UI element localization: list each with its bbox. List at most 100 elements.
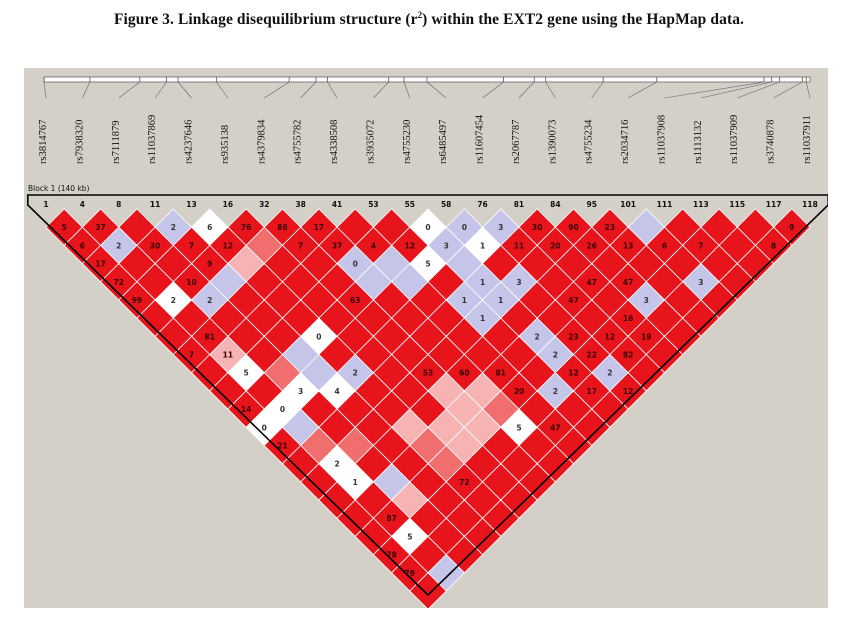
snp-label: rs11607454 — [475, 114, 486, 164]
ld-cell-value: 1 — [498, 296, 503, 305]
ruler-connector — [43, 81, 47, 99]
ld-cell-value: 19 — [641, 332, 651, 341]
ld-cell-value: 47 — [623, 278, 633, 287]
ld-cell-value: 7 — [189, 351, 194, 360]
ruler-connector — [737, 81, 780, 99]
ld-cell-value: 10 — [186, 278, 196, 287]
ruler-connector — [805, 81, 811, 99]
ruler-connector — [373, 81, 389, 99]
ld-cell-value: 5 — [516, 423, 521, 432]
ld-cell-value: 1 — [353, 478, 358, 487]
ld-cell-value: 14 — [241, 405, 251, 414]
snp-label: rs3814767 — [38, 120, 49, 164]
snp-label: rs2034716 — [620, 120, 631, 164]
ruler-connector — [118, 81, 140, 99]
ruler-connector — [300, 81, 317, 99]
ld-cell-value: 82 — [623, 351, 633, 360]
ld-cell-value: 7 — [298, 241, 303, 250]
position-label: 76 — [477, 200, 487, 209]
ld-cell-value: 3 — [516, 278, 521, 287]
snp-label: rs4755234 — [584, 119, 595, 164]
position-label: 4 — [80, 200, 85, 209]
caption-suffix: ) within the EXT2 gene using the HapMap … — [422, 11, 745, 29]
ruler-connector — [773, 81, 803, 99]
ruler-connector — [82, 81, 91, 99]
ld-cell-value: 88 — [277, 223, 287, 232]
ld-cell-value: 12 — [605, 332, 615, 341]
ld-cell-value: 16 — [623, 314, 633, 323]
position-label: 58 — [441, 200, 451, 209]
ld-cell-value: 79 — [405, 569, 415, 578]
snp-label: rs2067787 — [511, 120, 522, 164]
ld-cell-grid: 5 37 2 6 76 88 17 0 0 3 30 90 23 96 2 30 7 12 7 37 4 12 3 1 11 20… — [45, 208, 811, 608]
ld-plot-panel: rs3814767 1 rs7938320 4 rs7111879 8 rs11037869… — [24, 68, 828, 608]
ld-heatmap: rs3814767 1 rs7938320 4 rs7111879 8 rs11037869… — [27, 76, 828, 608]
ld-cell-value: 76 — [241, 223, 251, 232]
snp-label: rs1390073 — [547, 120, 558, 164]
position-label: 11 — [150, 200, 160, 209]
ld-cell-value: 11 — [514, 241, 524, 250]
ld-cell-value: 87 — [386, 514, 396, 523]
ld-cell-value: 2 — [553, 387, 558, 396]
ld-cell-value: 7 — [189, 241, 194, 250]
ld-cell-value: 0 — [262, 423, 267, 432]
ld-cell-value: 3 — [698, 278, 703, 287]
ruler-connector — [177, 81, 192, 99]
position-label: 111 — [657, 200, 673, 209]
ld-cell-value: 17 — [95, 260, 105, 269]
position-label: 113 — [693, 200, 709, 209]
ld-cell-value: 30 — [532, 223, 542, 232]
position-label: 38 — [295, 200, 305, 209]
ruler-connector — [426, 81, 447, 99]
block-label: Block 1 (140 kb) — [28, 184, 90, 193]
ld-cell-value: 2 — [353, 369, 358, 378]
snp-label: rs7938320 — [74, 120, 85, 164]
snp-label: rs4379834 — [256, 119, 267, 164]
ruler-connector — [327, 81, 338, 99]
ld-cell-value: 4 — [334, 387, 339, 396]
ruler-connector — [154, 81, 167, 99]
snp-label: rs4755230 — [402, 120, 413, 164]
position-label: 8 — [116, 200, 121, 209]
position-label: 95 — [586, 200, 596, 209]
position-label: 1 — [43, 200, 48, 209]
ld-cell-value: 2 — [171, 223, 176, 232]
ruler-connector — [545, 81, 556, 99]
ld-cell-value: 0 — [280, 405, 285, 414]
position-label: 53 — [368, 200, 378, 209]
ld-cell-value: 5 — [407, 532, 412, 541]
ld-cell-value: 2 — [116, 241, 121, 250]
ld-cell-value: 6 — [662, 241, 667, 250]
ld-cell-value: 12 — [623, 387, 633, 396]
ruler-connector — [664, 81, 765, 99]
position-label: 117 — [766, 200, 782, 209]
ruler-connector — [482, 81, 504, 99]
ld-cell-value: 90 — [568, 223, 578, 232]
ld-cell-value: 1 — [462, 296, 467, 305]
ruler-connector — [216, 81, 229, 99]
figure-caption: Figure 3. Linkage disequilibrium structu… — [0, 10, 858, 29]
snp-label: rs3740878 — [766, 120, 777, 164]
ld-cell-value: 3 — [498, 223, 503, 232]
ld-cell-value: 13 — [623, 241, 633, 250]
ld-cell-value: 37 — [95, 223, 105, 232]
ruler-connector — [591, 81, 604, 99]
ld-cell-value: 22 — [586, 351, 596, 360]
snp-label: rs4237646 — [184, 120, 195, 164]
ld-cell-value: 37 — [332, 241, 342, 250]
ld-cell — [409, 572, 447, 608]
position-label: 115 — [729, 200, 745, 209]
ruler-connector — [264, 81, 290, 99]
ld-cell-value: 0 — [316, 332, 321, 341]
snp-label: rs11037869 — [147, 115, 158, 164]
snp-label: rs3935072 — [365, 120, 376, 164]
ld-cell-value: 63 — [350, 296, 360, 305]
ld-cell-value: 81 — [204, 332, 214, 341]
ld-cell-value: 81 — [496, 369, 506, 378]
ld-cell-value: 72 — [114, 278, 124, 287]
ld-cell-value: 17 — [586, 387, 596, 396]
ld-cell-value: 6 — [80, 241, 85, 250]
ld-cell-value: 47 — [550, 423, 560, 432]
ld-cell-value: 2 — [535, 332, 540, 341]
ld-cell-value: 26 — [586, 241, 596, 250]
